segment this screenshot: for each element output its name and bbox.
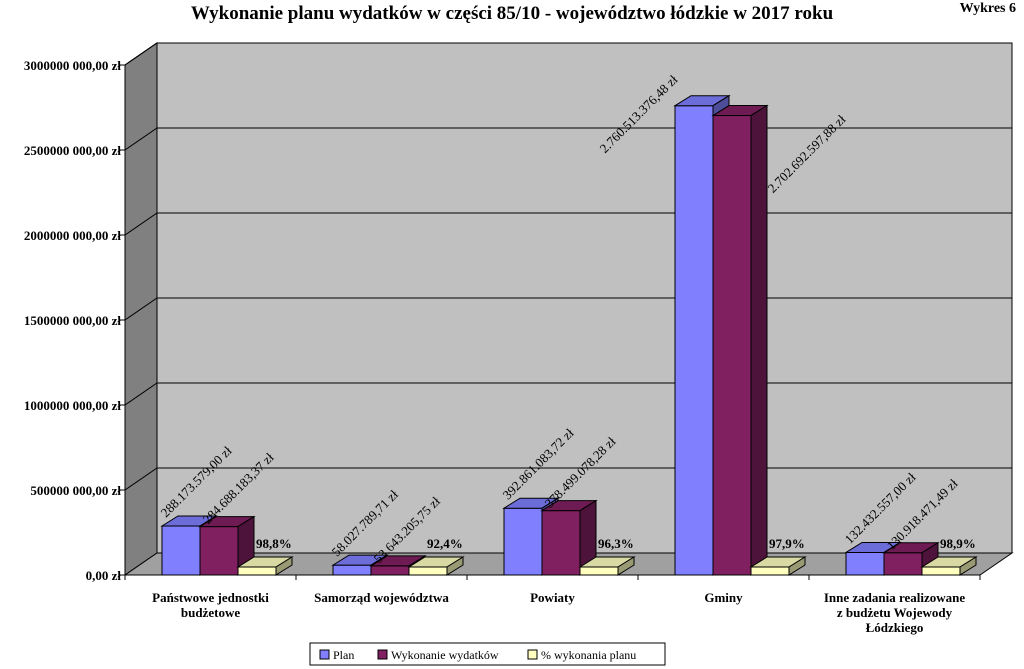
chart-walls: [123, 42, 1014, 576]
y-tick-label: 0,00 zł: [86, 568, 122, 583]
legend-label: Plan: [333, 648, 354, 662]
bar-front: [199, 526, 239, 576]
bar-side: [959, 556, 977, 576]
chart-title: Wykonanie planu wydatków w części 85/10 …: [191, 3, 834, 24]
bar-front: [408, 566, 448, 576]
bar-front: [712, 115, 752, 576]
bar-front: [332, 564, 372, 576]
bar-front: [921, 566, 961, 576]
percent-label: 98,9%: [940, 536, 976, 551]
legend-box: [309, 642, 666, 666]
bar-front: [503, 507, 543, 576]
gridline: [124, 42, 1012, 66]
percent-label: 96,3%: [598, 536, 634, 551]
bar-side: [275, 556, 293, 576]
percent-label: 97,9%: [769, 536, 805, 551]
legend: Plan Wykonanie wydatków % wykonania planu: [309, 642, 666, 666]
chart-tag: Wykres 6: [960, 1, 1016, 16]
legend-swatch: [377, 649, 388, 660]
legend-label: Wykonanie wydatków: [391, 648, 499, 662]
bar-front: [845, 551, 885, 576]
y-tick-label: 3000000 000,00 zł: [24, 58, 122, 73]
x-tick-label: Inne zadania realizowane: [824, 590, 966, 605]
bar-front: [370, 565, 410, 576]
bar-front: [541, 510, 581, 576]
bar-front: [883, 552, 923, 576]
bar-front: [579, 566, 619, 576]
x-tick-label: Samorząd województwa: [314, 590, 449, 605]
x-tick-label: Powiaty: [530, 590, 575, 605]
percent-label: 98,8%: [256, 536, 292, 551]
bars: [160, 94, 978, 576]
x-tick-label: z budżetu Wojewody: [837, 605, 953, 620]
y-axis: 0,00 zł 500000 000,00 zł 1000000 000,00 zł…: [24, 58, 126, 583]
bar-front: [674, 105, 714, 576]
legend-swatch: [527, 649, 538, 660]
y-tick-label: 1500000 000,00 zł: [24, 313, 122, 328]
x-tick-label: budżetowe: [181, 605, 240, 620]
bar-front: [161, 525, 201, 576]
y-tick-label: 500000 000,00 zł: [30, 483, 121, 498]
bar-front: [750, 566, 790, 576]
bar-side: [446, 556, 464, 576]
bar-side: [788, 556, 806, 576]
bar-front: [237, 566, 277, 576]
bar-side: [750, 104, 768, 576]
percent-label: 92,4%: [427, 536, 463, 551]
y-tick-label: 1000000 000,00 zł: [24, 398, 122, 413]
legend-label: % wykonania planu: [541, 648, 636, 662]
legend-swatch: [319, 649, 330, 660]
y-tick-label: 2500000 000,00 zł: [24, 143, 122, 158]
bar-side: [617, 556, 635, 576]
x-tick-label: Gminy: [704, 590, 743, 605]
back-wall: [124, 42, 1013, 576]
y-tick-label: 2000000 000,00 zł: [24, 228, 122, 243]
x-tick-label: Państwowe jednostki: [152, 590, 269, 605]
x-tick-label: Łódzkiego: [866, 620, 924, 635]
